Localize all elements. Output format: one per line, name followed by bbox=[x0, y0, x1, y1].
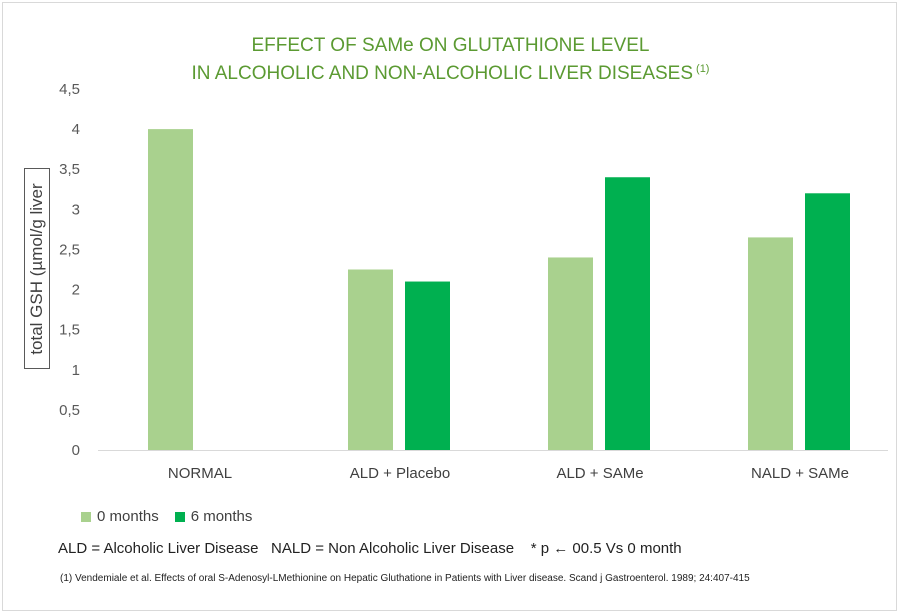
legend-item-6-months: 6 months bbox=[174, 508, 253, 525]
bar-6-months bbox=[405, 281, 450, 450]
bar-6-months bbox=[805, 193, 850, 451]
bar-0-months bbox=[148, 129, 193, 450]
y-tick-label: 3,5 bbox=[59, 161, 80, 178]
y-tick-label: 2,5 bbox=[59, 241, 80, 258]
chart-title-line1: EFFECT OF SAMe ON GLUTATHIONE LEVEL bbox=[251, 35, 650, 56]
chart-title-line2-text: IN ALCOHOLIC AND NON-ALCOHOLIC LIVER DIS… bbox=[191, 63, 694, 84]
legend-item-0-months: 0 months bbox=[81, 508, 159, 525]
bar-0-months bbox=[748, 237, 793, 450]
y-axis-label-box bbox=[24, 168, 50, 369]
legend-label-0-months: 0 months bbox=[97, 508, 159, 525]
y-tick-label: 4 bbox=[72, 121, 80, 138]
bar-0-months bbox=[548, 257, 593, 450]
legend-label-6-months: 6 months bbox=[190, 508, 253, 525]
legend: 0 months 6 months bbox=[81, 508, 268, 525]
abbreviations-note: ALD = Alcoholic Liver Disease NALD = Non… bbox=[58, 540, 682, 557]
y-tick-label: 1 bbox=[72, 362, 80, 379]
bar-0-months bbox=[348, 269, 393, 450]
y-tick-label: 3 bbox=[72, 201, 80, 218]
reference-note: (1) Vendemiale et al. Effects of oral S-… bbox=[60, 573, 750, 584]
x-tick-label: ALD + SAMe bbox=[556, 465, 643, 482]
chart-title-reference: (1) bbox=[696, 63, 710, 75]
x-tick-label: NALD + SAMe bbox=[751, 465, 849, 482]
chart-title-line2: IN ALCOHOLIC AND NON-ALCOHOLIC LIVER DIS… bbox=[3, 63, 896, 85]
y-tick-label: 4,5 bbox=[59, 81, 80, 98]
y-tick-label: 1,5 bbox=[59, 322, 80, 339]
legend-swatch-0-months bbox=[81, 511, 91, 522]
y-tick-label: 2 bbox=[72, 282, 80, 299]
bar-6-months bbox=[605, 177, 650, 450]
legend-swatch-6-months bbox=[174, 511, 185, 522]
x-tick-label: NORMAL bbox=[168, 465, 232, 482]
y-tick-label: 0 bbox=[72, 442, 80, 459]
bar-chart: 0 0,5 1 1,5 2 2,5 3 3,5 4 4,5 NORMAL ALD + Placebo A… bbox=[59, 81, 888, 482]
y-tick-label: 0,5 bbox=[59, 402, 80, 419]
x-tick-label: ALD + Placebo bbox=[350, 465, 450, 482]
